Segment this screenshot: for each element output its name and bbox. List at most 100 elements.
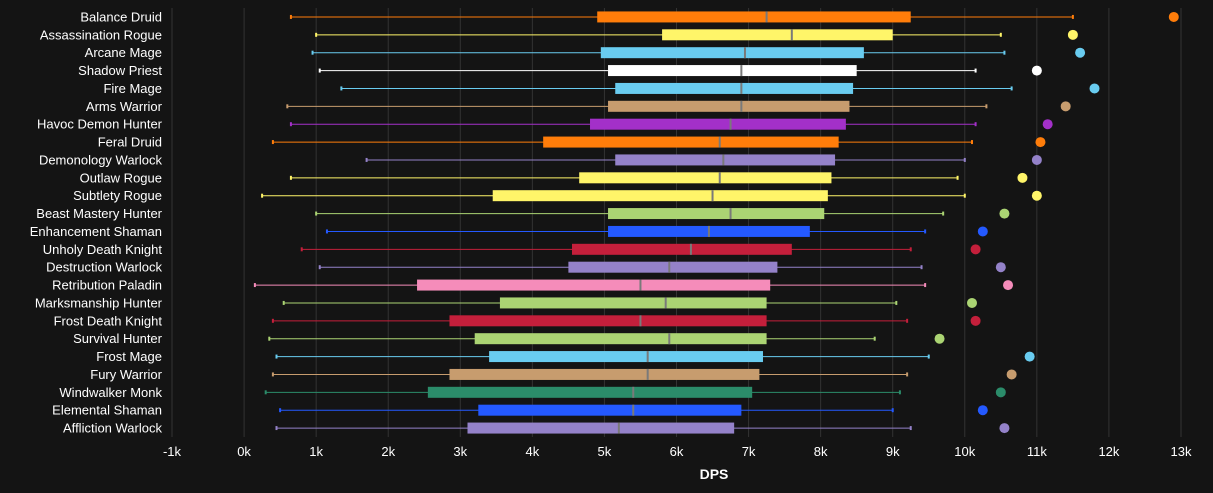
box: [597, 11, 911, 23]
grid-lines: [171, 8, 1182, 437]
row-enhancement-shaman: Enhancement Shaman: [30, 224, 988, 239]
category-label: Outlaw Rogue: [80, 170, 162, 185]
outlier-point: [970, 315, 981, 326]
category-label: Balance Druid: [80, 9, 162, 24]
outlier-point: [977, 226, 988, 237]
outlier-point: [966, 297, 977, 308]
outlier-point: [977, 405, 988, 416]
row-arcane-mage: Arcane Mage: [85, 45, 1086, 60]
row-elemental-shaman: Elemental Shaman: [52, 403, 988, 418]
x-axis-ticks: -1k 0k 1k 2k 3k 4k 5k 6k 7k 8k 9k 10k 11k 12k 13k: [163, 444, 1192, 459]
box: [568, 261, 778, 273]
outlier-point: [1031, 65, 1042, 76]
box: [662, 29, 893, 41]
category-label: Shadow Priest: [78, 63, 162, 78]
outlier-point: [934, 333, 945, 344]
outlier-point: [1006, 369, 1017, 380]
box: [543, 136, 839, 148]
outlier-point: [1024, 351, 1035, 362]
x-tick-label: 9k: [886, 444, 900, 459]
row-beast-mastery-hunter: Beast Mastery Hunter: [36, 206, 1010, 221]
row-fire-mage: Fire Mage: [103, 81, 1100, 96]
category-label: Assassination Rogue: [40, 27, 162, 42]
row-feral-druid: Feral Druid: [98, 135, 1046, 150]
row-frost-death-knight: Frost Death Knight: [54, 313, 981, 328]
category-label: Survival Hunter: [73, 331, 163, 346]
box: [449, 368, 760, 380]
x-tick-label: 5k: [598, 444, 612, 459]
category-label: Enhancement Shaman: [30, 224, 162, 239]
outlier-point: [1075, 47, 1086, 58]
row-shadow-priest: Shadow Priest: [78, 63, 1042, 78]
category-label: Fire Mage: [103, 81, 162, 96]
row-affliction-warlock: Affliction Warlock: [63, 421, 1010, 436]
box: [499, 297, 767, 309]
category-label: Beast Mastery Hunter: [36, 206, 162, 221]
box: [615, 154, 836, 166]
outlier-point: [1060, 101, 1071, 112]
row-fury-warrior: Fury Warrior: [90, 367, 1017, 382]
outlier-point: [995, 387, 1006, 398]
x-tick-label: 12k: [1098, 444, 1119, 459]
x-tick-label: 1k: [309, 444, 323, 459]
outlier-point: [1031, 190, 1042, 201]
x-tick-label: 8k: [814, 444, 828, 459]
box: [492, 190, 828, 202]
box: [590, 118, 846, 130]
box: [600, 47, 864, 59]
row-survival-hunter: Survival Hunter: [73, 331, 945, 346]
category-label: Elemental Shaman: [52, 403, 162, 418]
outlier-point: [1168, 11, 1179, 22]
box: [417, 279, 771, 291]
row-balance-druid: Balance Druid: [80, 9, 1179, 24]
outlier-point: [1031, 154, 1042, 165]
x-tick-label: 13k: [1171, 444, 1192, 459]
row-outlaw-rogue: Outlaw Rogue: [80, 170, 1028, 185]
category-label: Fury Warrior: [90, 367, 162, 382]
box: [579, 172, 832, 184]
box: [615, 82, 854, 94]
outlier-point: [1089, 83, 1100, 94]
box: [571, 243, 792, 255]
category-label: Arcane Mage: [85, 45, 162, 60]
outlier-point: [1042, 119, 1053, 130]
x-tick-label: 7k: [742, 444, 756, 459]
category-label: Marksmanship Hunter: [35, 295, 163, 310]
category-label: Havoc Demon Hunter: [37, 117, 163, 132]
x-tick-label: 6k: [670, 444, 684, 459]
category-label: Destruction Warlock: [46, 260, 162, 275]
box: [608, 100, 850, 112]
row-destruction-warlock: Destruction Warlock: [46, 260, 1006, 275]
category-label: Unholy Death Knight: [43, 242, 163, 257]
row-windwalker-monk: Windwalker Monk: [59, 385, 1006, 400]
x-tick-label: 0k: [237, 444, 251, 459]
box: [427, 386, 753, 398]
outlier-point: [1035, 137, 1046, 148]
outlier-point: [995, 262, 1006, 273]
category-label: Demonology Warlock: [39, 152, 163, 167]
row-demonology-warlock: Demonology Warlock: [39, 152, 1042, 167]
category-label: Affliction Warlock: [63, 421, 162, 436]
row-assassination-rogue: Assassination Rogue: [40, 27, 1078, 42]
category-label: Windwalker Monk: [59, 385, 162, 400]
row-frost-mage: Frost Mage: [96, 349, 1035, 364]
x-tick-label: -1k: [163, 444, 182, 459]
category-label: Feral Druid: [98, 135, 162, 150]
row-unholy-death-knight: Unholy Death Knight: [43, 242, 981, 257]
boxplot-rows: Balance Druid Assassination Rogue Arcane M…: [30, 9, 1179, 436]
outlier-point: [1067, 29, 1078, 40]
box: [489, 351, 763, 363]
box: [608, 65, 857, 77]
outlier-point: [970, 244, 981, 255]
outlier-point: [999, 423, 1010, 434]
x-tick-label: 3k: [453, 444, 467, 459]
category-label: Arms Warrior: [86, 99, 163, 114]
x-tick-label: 10k: [954, 444, 975, 459]
outlier-point: [1003, 280, 1014, 291]
row-subtlety-rogue: Subtlety Rogue: [73, 188, 1042, 203]
row-arms-warrior: Arms Warrior: [86, 99, 1071, 114]
category-label: Frost Death Knight: [54, 313, 163, 328]
category-label: Retribution Paladin: [52, 278, 162, 293]
box: [608, 208, 825, 220]
